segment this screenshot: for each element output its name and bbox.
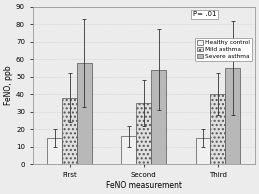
Bar (62, 98, 77, 165)
Legend: Healthy control, Mild asthma, Severe asthma: Healthy control, Mild asthma, Severe ast… (195, 38, 252, 61)
Bar (121, 136, 136, 165)
X-axis label: FeNO measurement: FeNO measurement (106, 181, 182, 190)
Bar (210, 94, 225, 165)
Bar (151, 70, 166, 165)
Bar (136, 103, 151, 165)
Bar (77, 63, 92, 165)
Bar (225, 68, 240, 165)
Y-axis label: FeNO, ppb: FeNO, ppb (4, 66, 13, 105)
Bar (47, 138, 62, 165)
Text: P= .01: P= .01 (193, 11, 216, 17)
Bar (196, 138, 210, 165)
